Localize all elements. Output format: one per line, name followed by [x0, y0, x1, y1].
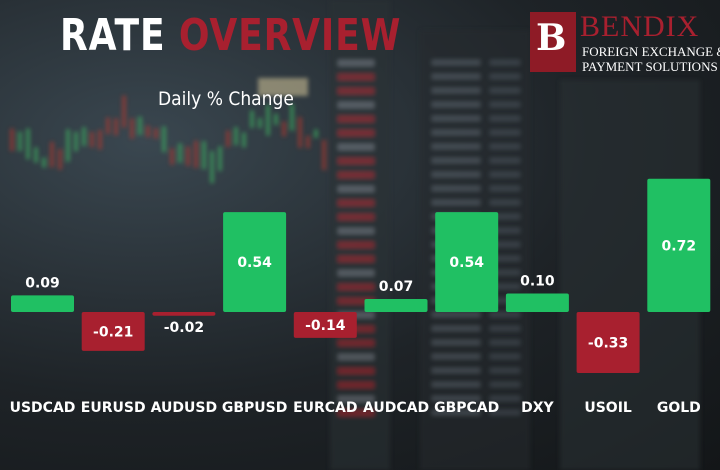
category-label-gbpcad: GBPCAD — [434, 400, 499, 416]
bar-dxy — [505, 293, 569, 312]
category-label-dxy: DXY — [521, 400, 554, 416]
bendix-logo: B BENDIX FOREIGN EXCHANGE & PAYMENT SOLU… — [530, 10, 720, 74]
category-label-usoil: USOIL — [584, 400, 632, 416]
value-label-audusd: -0.02 — [164, 320, 204, 336]
category-label-gold: GOLD — [657, 400, 701, 416]
bar-gbpcad — [435, 212, 499, 312]
brand-tagline-line2: PAYMENT SOLUTIONS — [582, 59, 718, 74]
category-label-eurcad: EURCAD — [293, 400, 357, 416]
page-title: RATE OVERVIEW — [60, 14, 401, 58]
brand-name: BENDIX — [580, 10, 700, 43]
chart-subtitle: Daily % Change — [158, 88, 294, 110]
value-label-usdcad: 0.09 — [25, 275, 60, 291]
category-label-audcad: AUDCAD — [363, 400, 429, 416]
bar-gbpusd — [223, 212, 287, 312]
value-label-gbpusd: 0.54 — [237, 255, 272, 271]
category-label-audusd: AUDUSD — [151, 400, 217, 416]
bendix-logo-mark-icon: B — [530, 12, 576, 72]
bar-eurusd — [81, 312, 145, 351]
value-label-eurusd: -0.21 — [93, 324, 133, 340]
category-label-gbpusd: GBPUSD — [222, 400, 288, 416]
bar-gold — [647, 178, 711, 312]
bar-usoil — [576, 312, 640, 374]
value-label-eurcad: -0.14 — [305, 318, 346, 334]
category-label-usdcad: USDCAD — [10, 400, 76, 416]
value-label-gold: 0.72 — [662, 238, 697, 254]
title-word-overview: OVERVIEW — [178, 10, 402, 61]
bar-eurcad — [293, 312, 357, 338]
value-label-dxy: 0.10 — [520, 274, 555, 290]
brand-tagline-line1: FOREIGN EXCHANGE & — [582, 44, 720, 59]
value-label-audcad: 0.07 — [379, 279, 414, 295]
category-label-eurusd: EURUSD — [81, 400, 146, 416]
bar-audusd — [152, 312, 216, 316]
bar-usdcad — [11, 295, 74, 312]
bar-audcad — [364, 299, 428, 312]
title-word-rate: RATE — [60, 10, 166, 61]
value-label-gbpcad: 0.54 — [449, 255, 484, 271]
value-label-usoil: -0.33 — [588, 336, 628, 352]
